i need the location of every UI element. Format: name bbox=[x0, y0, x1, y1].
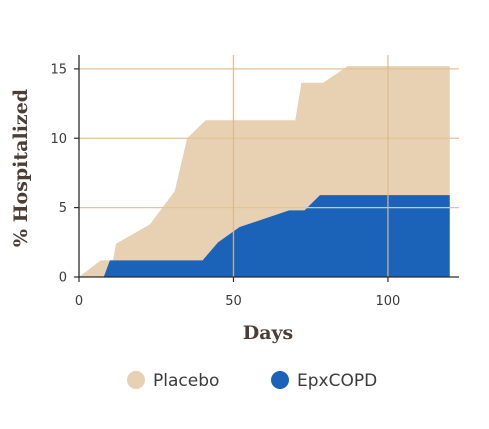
legend-label-placebo: Placebo bbox=[153, 371, 219, 391]
x-tick-label-50: 50 bbox=[225, 294, 242, 309]
y-tick-label-5: 5 bbox=[59, 201, 67, 216]
y-tick-label-15: 15 bbox=[50, 62, 67, 77]
legend-swatch-epxcopd bbox=[271, 371, 289, 389]
y-tick-label-0: 0 bbox=[59, 271, 67, 286]
x-tick-label-0: 0 bbox=[75, 294, 83, 309]
x-tick-label-100: 100 bbox=[376, 294, 401, 309]
legend-label-epxcopd: EpxCOPD bbox=[297, 371, 377, 391]
y-tick-label-10: 10 bbox=[50, 132, 67, 147]
series-area-epxcopd bbox=[79, 195, 450, 277]
y-axis-title: % Hospitalized bbox=[10, 89, 32, 247]
legend-swatch-placebo bbox=[127, 371, 145, 389]
x-axis-title: Days bbox=[243, 322, 294, 344]
